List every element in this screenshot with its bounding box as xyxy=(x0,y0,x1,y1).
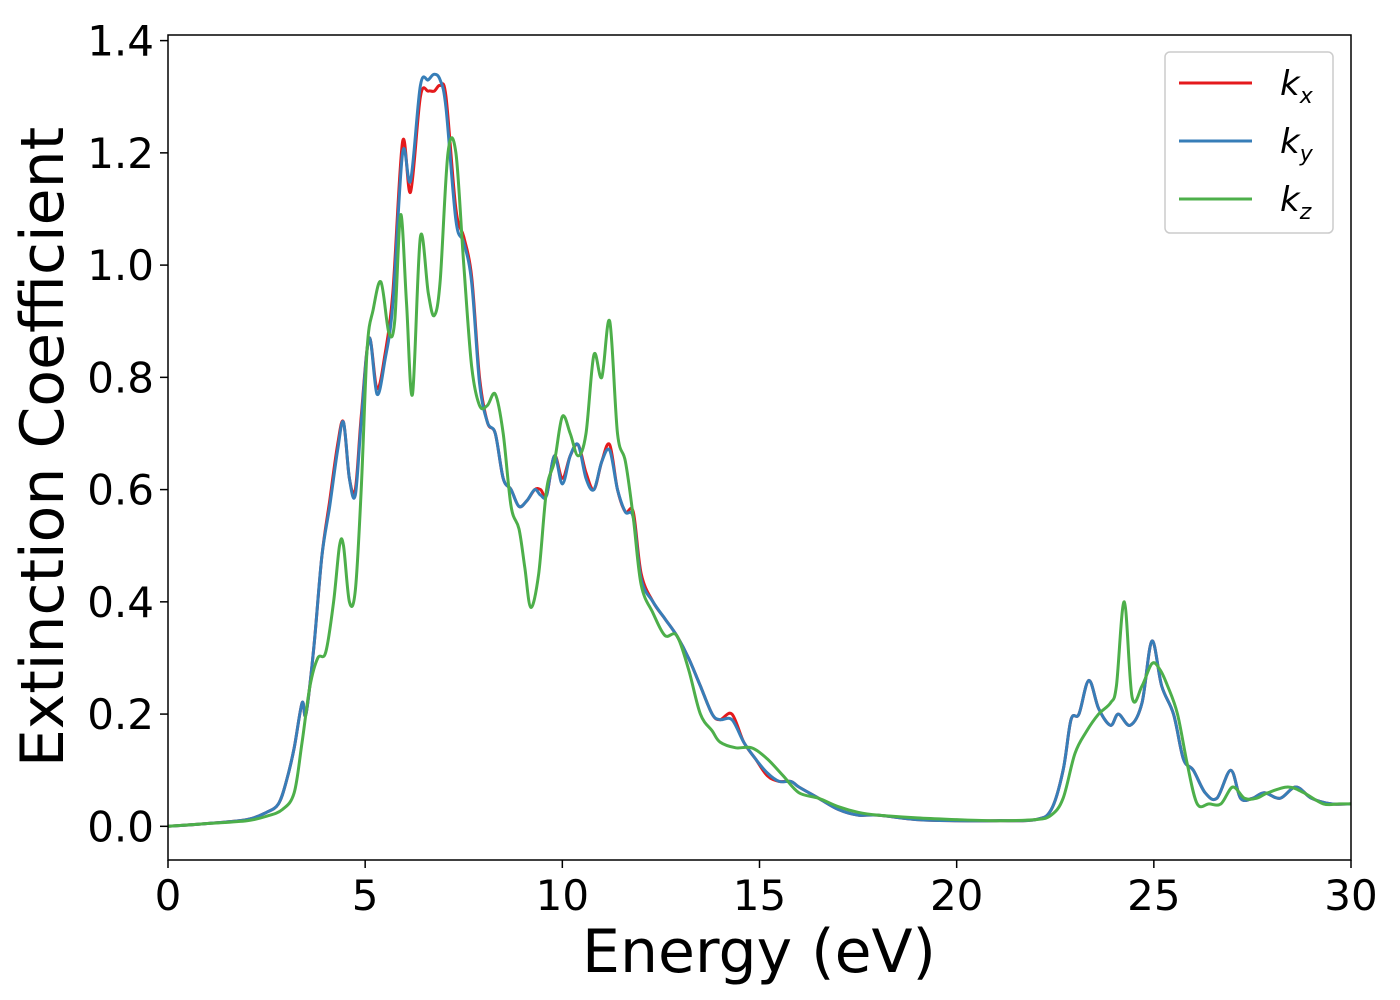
legend-label-base: k xyxy=(1280,122,1301,162)
y-tick-label: 1.4 xyxy=(87,17,154,66)
x-axis-label: Energy (eV) xyxy=(582,917,936,987)
legend-label-kz: kz xyxy=(1280,180,1312,225)
y-tick-label: 0.0 xyxy=(87,802,154,851)
x-tick-label: 30 xyxy=(1324,871,1377,920)
y-tick-label: 1.2 xyxy=(87,129,154,178)
x-tick-label: 0 xyxy=(155,871,182,920)
legend-label-subscript: x xyxy=(1299,84,1314,109)
y-axis-label: Extinction Coefficient xyxy=(8,127,78,767)
x-axis: 0 5 10 15 20 25 30 xyxy=(155,860,1378,920)
x-tick-label: 15 xyxy=(733,871,786,920)
series-layer xyxy=(168,72,1351,828)
y-tick-label: 0.6 xyxy=(87,466,154,515)
y-tick-label: 1.0 xyxy=(87,241,154,290)
y-axis: 0.0 0.2 0.4 0.6 0.8 1.0 1.2 1.4 xyxy=(87,17,168,851)
x-tick-label: 10 xyxy=(536,871,589,920)
legend-label-base: k xyxy=(1280,64,1301,104)
y-tick-label: 0.4 xyxy=(87,578,154,627)
x-tick-label: 25 xyxy=(1127,871,1180,920)
x-tick-label: 5 xyxy=(352,871,379,920)
x-tick-label: 20 xyxy=(930,871,983,920)
legend-label-subscript: z xyxy=(1299,200,1312,225)
legend-label-ky: ky xyxy=(1280,122,1314,167)
legend-label-kx: kx xyxy=(1280,64,1314,109)
series-line-kz xyxy=(168,136,1351,828)
legend-label-base: k xyxy=(1280,180,1301,220)
y-tick-label: 0.2 xyxy=(87,690,154,739)
legend-label-subscript: y xyxy=(1299,142,1314,167)
y-tick-label: 0.8 xyxy=(87,353,154,402)
